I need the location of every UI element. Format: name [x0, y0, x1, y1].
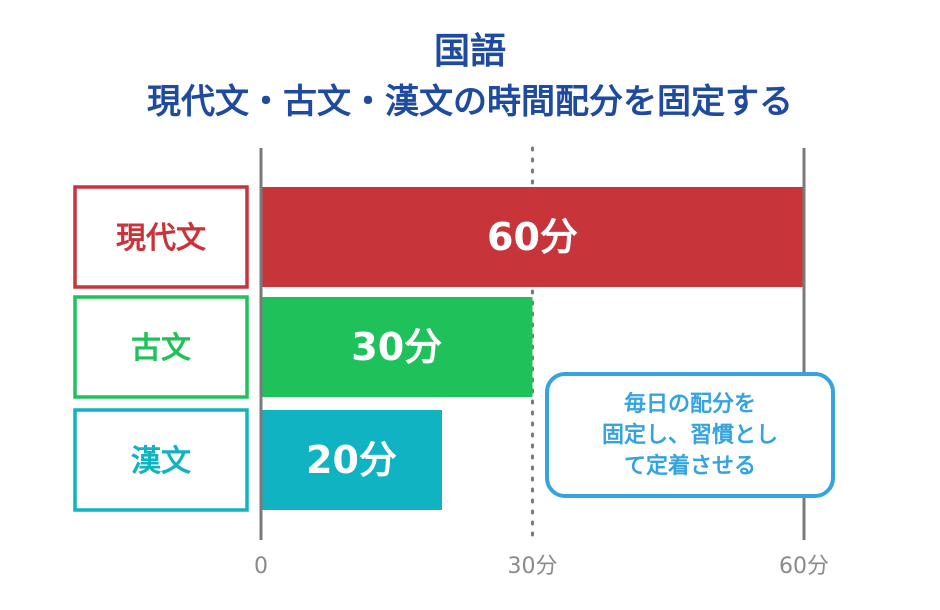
bar-2 — [261, 297, 533, 397]
x-tick-label-1: 0 — [254, 554, 268, 579]
category-box-2 — [73, 295, 249, 399]
category-box-1 — [73, 185, 249, 289]
category-label-1: 現代文 — [116, 221, 206, 256]
bar-value-label-2: 30分 — [351, 325, 442, 369]
note-line-3: て定着させる — [623, 453, 756, 479]
bar-value-label-1: 60分 — [487, 215, 578, 259]
note-box: 毎日の配分を 固定し、習慣とし て定着させる — [545, 372, 835, 498]
x-tick-label-2: 30分 — [508, 554, 558, 579]
chart-title-line2: 現代文・古文・漢文の時間配分を固定する — [147, 82, 793, 122]
x-tick-label-3: 60分 — [779, 554, 829, 579]
bar-value-label-3: 20分 — [306, 438, 397, 482]
chart-title-line1: 国語 — [433, 31, 506, 72]
note-line-2: 固定し、習慣とし — [601, 422, 778, 448]
category-box-3 — [73, 408, 249, 512]
bar-3 — [261, 410, 442, 510]
note-line-1: 毎日の配分を — [623, 391, 756, 417]
category-label-2: 古文 — [131, 331, 191, 366]
bar-1 — [261, 187, 804, 287]
category-label-3: 漢文 — [131, 444, 191, 479]
